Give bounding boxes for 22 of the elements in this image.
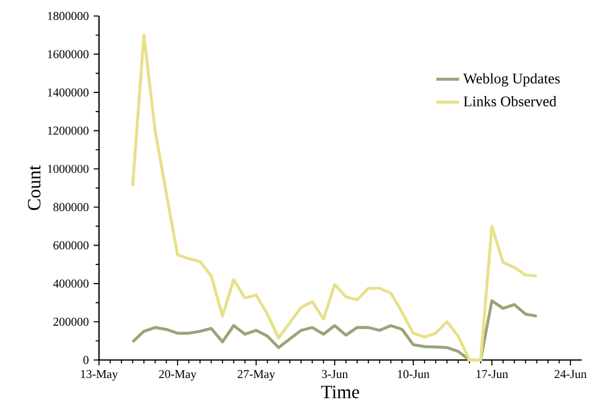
- x-tick-label: 24-Jun: [554, 370, 587, 378]
- x-tick-label: 3-Jun: [322, 370, 348, 378]
- y-tick-label: 800000: [53, 203, 88, 212]
- x-tick-label: 27-May: [238, 370, 276, 381]
- y-tick-label: 0: [83, 356, 88, 364]
- y-tick-label: 200000: [53, 318, 88, 326]
- y-tick-label: 1600000: [48, 50, 88, 58]
- x-tick-label: 20-May: [159, 370, 197, 381]
- y-tick-label: 1000000: [48, 164, 88, 173]
- x-axis-title: Time: [321, 386, 360, 398]
- line-series: [131, 299, 538, 362]
- y-tick-label: 400000: [53, 279, 88, 288]
- y-tick-label: 1800000: [48, 12, 88, 20]
- y-tick-label: 600000: [53, 241, 88, 250]
- x-tick-label: 17-Jun: [476, 370, 508, 378]
- y-tick-label: 1400000: [48, 88, 88, 96]
- y-tick-label: 1200000: [48, 126, 88, 135]
- x-tick-label: 13-May: [81, 370, 118, 381]
- y-axis-title: Count: [28, 165, 40, 210]
- legend-label: Links Observed: [464, 96, 556, 106]
- legend-label: Weblog Updates: [463, 73, 560, 87]
- x-tick-label: 10-Jun: [398, 370, 430, 378]
